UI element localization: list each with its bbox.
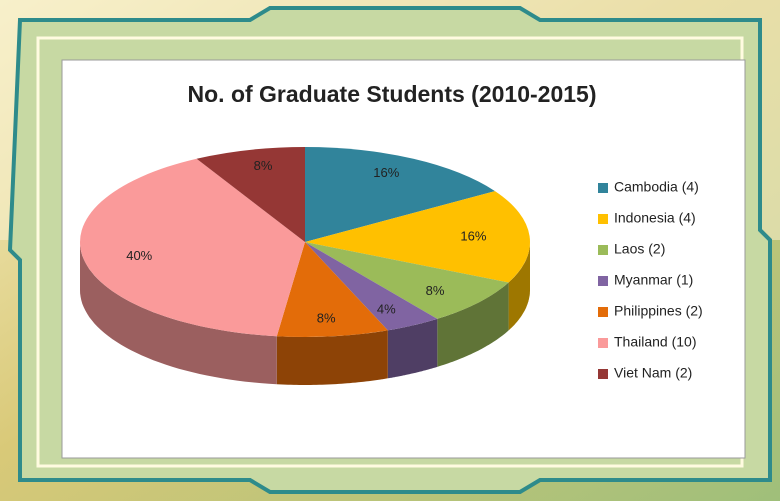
legend-label: Laos (2) [614,241,665,257]
legend-swatch [598,214,608,224]
slice-side [80,242,277,385]
pie-slice [305,242,438,379]
slice-top [305,191,530,283]
pie-slice [305,147,495,242]
pie-slice [196,147,305,242]
legend-label: Viet Nam (2) [614,365,692,381]
data-label: 40% [126,248,152,263]
legend-swatch [598,307,608,317]
legend-swatch [598,369,608,379]
slice-top [305,242,509,319]
legend-swatch [598,338,608,348]
data-label: 16% [460,229,486,244]
data-label: 8% [317,311,336,326]
legend-swatch [598,276,608,286]
slice-top [305,147,495,242]
pie-slice [305,242,509,367]
legend-label: Thailand (10) [614,334,697,350]
slice-side [276,330,388,385]
legend-label: Indonesia (4) [614,210,696,226]
data-label: 8% [426,283,445,298]
data-label: 16% [373,165,399,180]
slice-side [437,282,509,367]
data-label: 8% [254,158,273,173]
data-label: 4% [377,302,396,317]
slice-top [196,147,305,242]
pie-slice [276,242,388,385]
slice-top [305,242,438,331]
legend-swatch [598,245,608,255]
pie-slice [305,191,530,331]
legend-swatch [598,183,608,193]
slice-side [387,318,438,379]
chart-title: No. of Graduate Students (2010-2015) [188,81,597,107]
legend-label: Myanmar (1) [614,272,693,288]
slice-side [508,242,530,331]
legend-label: Philippines (2) [614,303,703,319]
slice-top [276,242,388,337]
legend-label: Cambodia (4) [614,179,699,195]
slice-top [80,158,305,337]
pie-slice [80,158,305,385]
